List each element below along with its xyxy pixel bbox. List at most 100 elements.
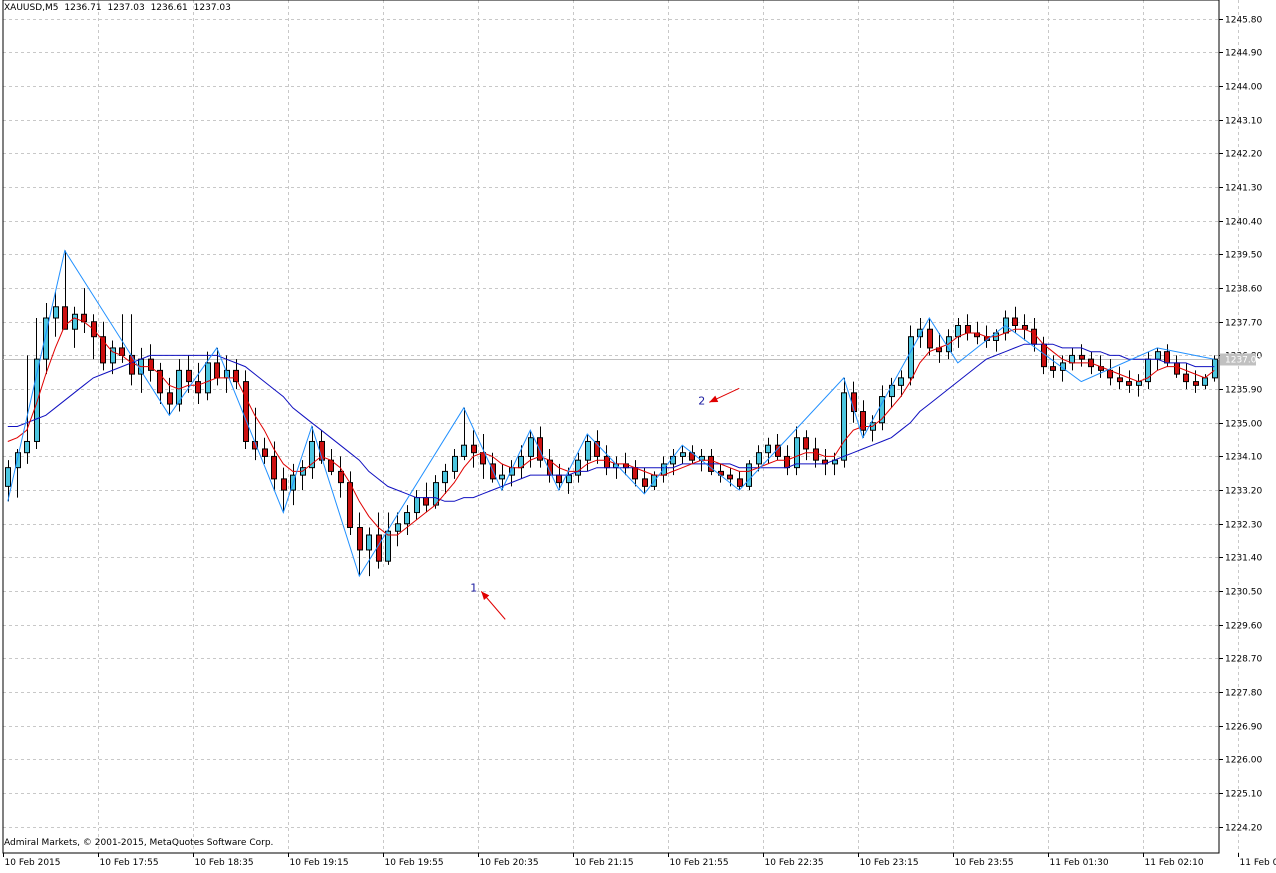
candle bbox=[452, 448, 458, 479]
candle-body-up bbox=[385, 530, 391, 562]
x-tick-label-5: 10 Feb 20:35 bbox=[480, 858, 539, 868]
candle-body-down bbox=[1012, 317, 1018, 326]
candle bbox=[575, 452, 581, 483]
candle-body-down bbox=[129, 354, 135, 375]
plot-frame bbox=[2, 0, 1220, 854]
close-value: 1237.03 bbox=[193, 3, 231, 13]
candle-body-down bbox=[1031, 328, 1037, 345]
y-tick-label-2: 1244.00 bbox=[1225, 83, 1262, 93]
y-tick-label-21: 1226.90 bbox=[1225, 723, 1262, 733]
candle bbox=[404, 505, 410, 535]
candle-body-down bbox=[604, 455, 610, 469]
candle-body-down bbox=[803, 437, 809, 450]
candle-body-down bbox=[357, 527, 363, 551]
symbol-label: XAUUSD,M5 bbox=[4, 3, 59, 13]
candle-body-down bbox=[537, 437, 543, 461]
label-point-1: 1 bbox=[470, 581, 477, 594]
candle bbox=[53, 291, 59, 337]
candle bbox=[148, 344, 154, 382]
candle-body-up bbox=[765, 444, 771, 454]
candle bbox=[91, 314, 97, 360]
time-axis: 10 Feb 2015 10 Feb 17:55 10 Feb 18:35 10 Fe… bbox=[3, 853, 1276, 868]
y-tick-label-16: 1231.40 bbox=[1225, 554, 1262, 564]
x-tick-label-6: 10 Feb 21:15 bbox=[575, 858, 634, 868]
y-tick-label-19: 1228.70 bbox=[1225, 655, 1262, 665]
candle-body-up bbox=[1136, 381, 1142, 386]
candle-body-down bbox=[927, 328, 933, 349]
candle bbox=[841, 377, 847, 468]
high-value: 1237.03 bbox=[107, 3, 145, 13]
candle-body-down bbox=[167, 392, 173, 405]
y-tick-label-23: 1225.10 bbox=[1225, 790, 1262, 800]
x-tick-label-9: 10 Feb 23:15 bbox=[860, 858, 919, 868]
candle-body-down bbox=[262, 448, 268, 457]
candle bbox=[585, 433, 591, 472]
y-tick-label-24: 1224.20 bbox=[1225, 824, 1262, 834]
x-tick-label-2: 10 Feb 18:35 bbox=[195, 858, 254, 868]
candle-body-down bbox=[1050, 366, 1056, 371]
candle-body-down bbox=[1164, 351, 1170, 364]
x-tick-label-7: 10 Feb 21:55 bbox=[670, 858, 729, 868]
candle-body-down bbox=[62, 306, 68, 330]
y-tick-label-3: 1243.10 bbox=[1225, 117, 1262, 127]
x-tick-label-12: 11 Feb 02:10 bbox=[1145, 858, 1204, 868]
candle-body-up bbox=[1212, 358, 1218, 379]
candle-body-down bbox=[148, 358, 154, 371]
candle-body-down bbox=[1126, 381, 1132, 386]
current-price-line: 1237.03 bbox=[3, 353, 1262, 366]
candle-body-down bbox=[186, 369, 192, 383]
candle bbox=[680, 445, 686, 464]
candle bbox=[1012, 306, 1018, 333]
candle-body-down bbox=[965, 324, 971, 334]
candle bbox=[176, 359, 182, 412]
y-tick-label-4: 1242.20 bbox=[1225, 150, 1262, 160]
candle-body-down bbox=[1174, 362, 1180, 375]
candle-body-up bbox=[794, 437, 800, 469]
candle bbox=[129, 314, 135, 386]
candle-body-up bbox=[72, 313, 78, 330]
candle bbox=[908, 325, 914, 386]
candle-body-down bbox=[813, 448, 819, 461]
low-value: 1236.61 bbox=[150, 3, 188, 13]
candle-body-up bbox=[442, 470, 448, 484]
candle-body-up bbox=[680, 452, 686, 457]
candle-body-down bbox=[632, 467, 638, 480]
y-tick-label-15: 1232.30 bbox=[1225, 521, 1262, 531]
candle bbox=[62, 250, 68, 330]
candle-body-up bbox=[176, 369, 182, 405]
candle-body-up bbox=[43, 317, 49, 360]
y-tick-label-18: 1229.60 bbox=[1225, 622, 1262, 632]
moving-averages bbox=[7, 317, 1215, 536]
candle-body-up bbox=[5, 467, 11, 487]
candle-body-up bbox=[889, 384, 895, 398]
current-price-box bbox=[1220, 353, 1256, 366]
candle bbox=[110, 340, 116, 375]
candle bbox=[642, 467, 648, 494]
candle-body-up bbox=[53, 306, 59, 319]
slow-ma-line bbox=[7, 343, 1215, 502]
y-tick-label-20: 1227.80 bbox=[1225, 689, 1262, 699]
y-tick-label-17: 1230.50 bbox=[1225, 588, 1262, 598]
y-tick-label-6: 1240.40 bbox=[1225, 218, 1262, 228]
candle bbox=[366, 527, 372, 577]
x-tick-label-4: 10 Feb 19:55 bbox=[385, 858, 444, 868]
candle-body-up bbox=[917, 328, 923, 338]
candle-body-up bbox=[879, 396, 885, 424]
candle bbox=[385, 512, 391, 565]
candle-body-down bbox=[338, 470, 344, 484]
x-tick-label-1: 10 Feb 17:55 bbox=[100, 858, 159, 868]
candle bbox=[395, 512, 401, 547]
candle bbox=[442, 463, 448, 494]
candle bbox=[461, 407, 467, 461]
candle-body-up bbox=[309, 440, 315, 469]
candle-body-down bbox=[737, 478, 743, 487]
candle bbox=[1126, 370, 1132, 393]
candle bbox=[528, 430, 534, 468]
zigzag-indicator bbox=[7, 249, 1215, 578]
y-tick-label-14: 1233.20 bbox=[1225, 487, 1262, 497]
candle-body-up bbox=[528, 437, 534, 457]
candle-body-down bbox=[1117, 377, 1123, 383]
candle-body-up bbox=[566, 474, 572, 484]
candle-body-up bbox=[24, 440, 30, 454]
